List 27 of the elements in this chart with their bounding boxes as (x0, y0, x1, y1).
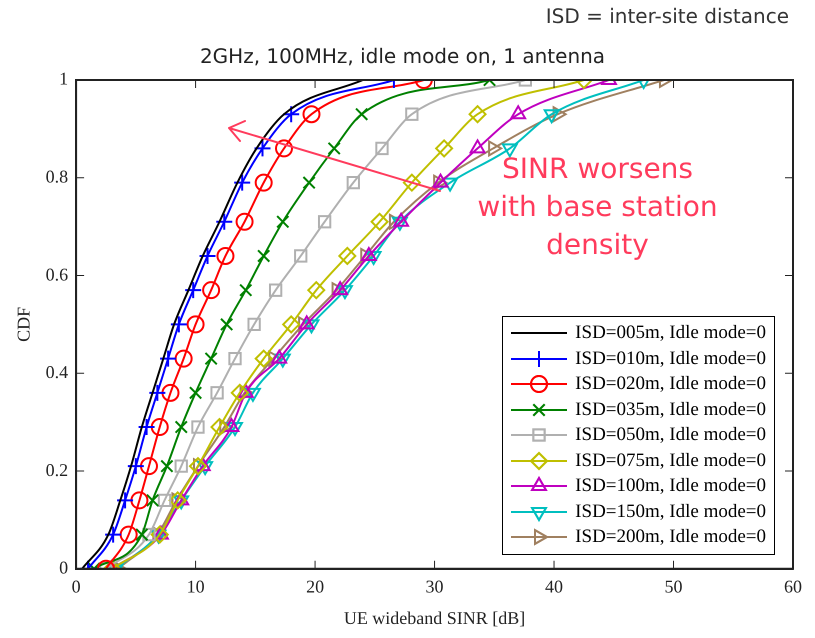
y-tick-label: 0.2 (46, 460, 68, 480)
legend-label: ISD=050m, Idle mode=0 (575, 424, 766, 446)
legend-label: ISD=005m, Idle mode=0 (575, 322, 766, 344)
chart-title: 2GHz, 100MHz, idle mode on, 1 antenna (200, 44, 606, 68)
legend-label: ISD=075m, Idle mode=0 (575, 450, 766, 472)
legend-label: ISD=150m, Idle mode=0 (575, 500, 766, 523)
x-axis-title: UE wideband SINR [dB] (344, 608, 526, 628)
y-tick-label: 0.8 (46, 166, 68, 186)
y-tick-label: 0.4 (46, 362, 68, 382)
x-tick-label: 20 (306, 576, 324, 596)
text: ISD = inter-site distance (546, 4, 789, 28)
y-tick-label: 1 (59, 68, 68, 89)
legend-label: ISD=200m, Idle mode=0 (575, 526, 766, 548)
x-tick-label: 40 (545, 576, 564, 596)
legend-label: ISD=020m, Idle mode=0 (575, 373, 766, 396)
legend-label: ISD=035m, Idle mode=0 (575, 398, 766, 421)
legend-label: ISD=010m, Idle mode=0 (575, 348, 766, 370)
x-tick-label: 10 (186, 576, 205, 596)
annotation: SINR worsens with base station density (476, 151, 719, 263)
x-tick-label: 30 (426, 576, 444, 596)
y-axis-title: CDF (14, 306, 34, 342)
y-tick-label: 0 (59, 558, 68, 578)
x-tick-label: 60 (784, 576, 802, 596)
x-tick-label: 0 (72, 576, 81, 596)
legend-label: ISD=100m, Idle mode=0 (575, 475, 766, 498)
x-tick-label: 50 (664, 576, 683, 596)
y-tick-label: 0.6 (46, 264, 68, 284)
